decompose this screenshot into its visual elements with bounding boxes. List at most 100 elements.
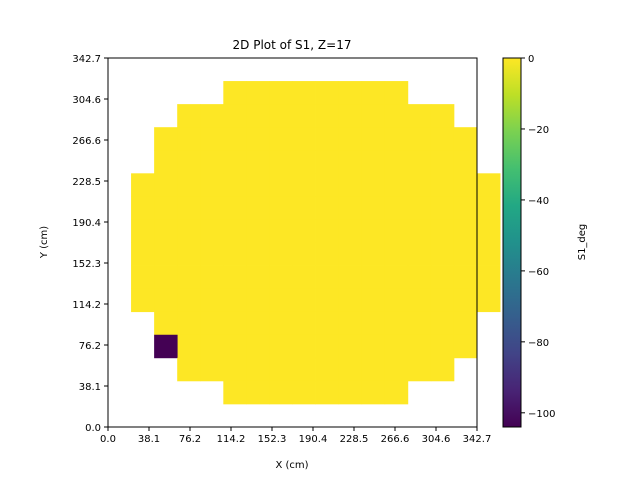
heatmap-cell bbox=[200, 196, 224, 220]
heatmap-cell bbox=[453, 196, 478, 220]
colorbar-tick-label: −100 bbox=[528, 409, 555, 420]
heatmap-cell bbox=[361, 334, 386, 359]
heatmap-cell bbox=[430, 219, 455, 243]
heatmap-cell bbox=[384, 311, 409, 336]
heatmap-cell bbox=[430, 150, 455, 174]
y-tick-label: 266.6 bbox=[72, 136, 101, 147]
heatmap-cell bbox=[430, 196, 455, 220]
heatmap-cell bbox=[223, 219, 247, 243]
heatmap-cell bbox=[292, 242, 316, 266]
heatmap-cell bbox=[200, 311, 224, 336]
colorbar-ticks: 0 −20 −40 −60 −80 −100 bbox=[521, 54, 555, 420]
heatmap-cell bbox=[384, 196, 409, 220]
heatmap-cell bbox=[177, 219, 201, 243]
heatmap-cell bbox=[269, 265, 293, 290]
heatmap-cell bbox=[177, 196, 201, 220]
heatmap-cell bbox=[154, 242, 178, 266]
heatmap-cell bbox=[361, 288, 386, 313]
y-tick-label: 228.5 bbox=[72, 177, 101, 188]
heatmap-cell bbox=[154, 334, 178, 359]
heatmap-cell bbox=[177, 173, 201, 197]
heatmap-cell bbox=[453, 265, 478, 290]
heatmap-cell bbox=[407, 127, 432, 151]
heatmap-cell bbox=[292, 196, 316, 220]
heatmap-cell bbox=[477, 219, 501, 243]
heatmap-cell bbox=[338, 380, 363, 405]
heatmap-cell bbox=[361, 219, 386, 243]
heatmap-cell bbox=[292, 265, 316, 290]
x-tick-label: 38.1 bbox=[138, 434, 160, 445]
colorbar bbox=[502, 57, 522, 428]
heatmap-cell bbox=[384, 357, 409, 382]
heatmap-cell bbox=[154, 150, 178, 174]
heatmap-cell bbox=[131, 265, 155, 290]
colorbar-label: S1_deg bbox=[577, 224, 588, 261]
heatmap-cell bbox=[200, 265, 224, 290]
heatmap-cell bbox=[453, 334, 478, 359]
heatmap-cell bbox=[315, 150, 340, 174]
heatmap-cell bbox=[407, 334, 432, 359]
heatmap-cell bbox=[315, 380, 340, 405]
heatmap-cell bbox=[292, 380, 316, 405]
heatmap-cell bbox=[315, 173, 340, 197]
heatmap-cell bbox=[269, 127, 293, 151]
heatmap-cell bbox=[361, 127, 386, 151]
heatmap-cell bbox=[453, 127, 478, 151]
heatmap-cell bbox=[430, 334, 455, 359]
heatmap-cell bbox=[246, 219, 270, 243]
heatmap-cells bbox=[131, 81, 501, 405]
heatmap-cell bbox=[223, 242, 247, 266]
heatmap-cell bbox=[246, 242, 270, 266]
heatmap-cell bbox=[338, 242, 363, 266]
heatmap-cell bbox=[338, 334, 363, 359]
heatmap-cell bbox=[361, 311, 386, 336]
colorbar-tick-label: −40 bbox=[528, 196, 549, 207]
x-axis-ticks: 0.0 38.1 76.2 114.2 152.3 190.4 228.5 266.6 304.… bbox=[100, 427, 491, 445]
heatmap-cell bbox=[453, 288, 478, 313]
heatmap-cell bbox=[292, 127, 316, 151]
heatmap-cell bbox=[269, 380, 293, 405]
heatmap-cell bbox=[223, 334, 247, 359]
heatmap-cell bbox=[223, 81, 247, 105]
heatmap-cell bbox=[269, 357, 293, 382]
heatmap-cell bbox=[223, 357, 247, 382]
heatmap-cell bbox=[338, 150, 363, 174]
heatmap-cell bbox=[269, 81, 293, 105]
heatmap-cell bbox=[269, 196, 293, 220]
heatmap-cell bbox=[477, 288, 501, 313]
heatmap-cell bbox=[246, 196, 270, 220]
x-tick-label: 304.6 bbox=[422, 434, 451, 445]
heatmap-cell bbox=[453, 242, 478, 266]
heatmap-cell bbox=[200, 288, 224, 313]
heatmap-cell bbox=[407, 357, 432, 382]
heatmap-cell bbox=[338, 81, 363, 105]
heatmap-cell bbox=[292, 219, 316, 243]
heatmap-cell bbox=[269, 288, 293, 313]
heatmap-cell bbox=[246, 265, 270, 290]
heatmap-cell bbox=[246, 127, 270, 151]
heatmap-cell bbox=[200, 219, 224, 243]
heatmap-cell bbox=[131, 242, 155, 266]
heatmap-cell bbox=[338, 219, 363, 243]
heatmap-cell bbox=[361, 242, 386, 266]
heatmap-cell bbox=[177, 150, 201, 174]
heatmap-cell bbox=[200, 104, 224, 128]
heatmap-cell bbox=[200, 150, 224, 174]
heatmap-cell bbox=[315, 127, 340, 151]
heatmap-cell bbox=[315, 311, 340, 336]
heatmap-cell bbox=[315, 357, 340, 382]
heatmap-cell bbox=[338, 265, 363, 290]
heatmap-cell bbox=[407, 150, 432, 174]
heatmap-cell bbox=[361, 265, 386, 290]
heatmap-cell bbox=[384, 81, 409, 105]
heatmap-cell bbox=[177, 311, 201, 336]
heatmap-cell bbox=[384, 127, 409, 151]
heatmap-cell bbox=[292, 334, 316, 359]
heatmap-cell bbox=[338, 357, 363, 382]
heatmap-cell bbox=[292, 357, 316, 382]
heatmap-cell bbox=[338, 104, 363, 128]
heatmap-cell bbox=[384, 173, 409, 197]
heatmap-cell bbox=[223, 288, 247, 313]
heatmap-cell bbox=[131, 219, 155, 243]
